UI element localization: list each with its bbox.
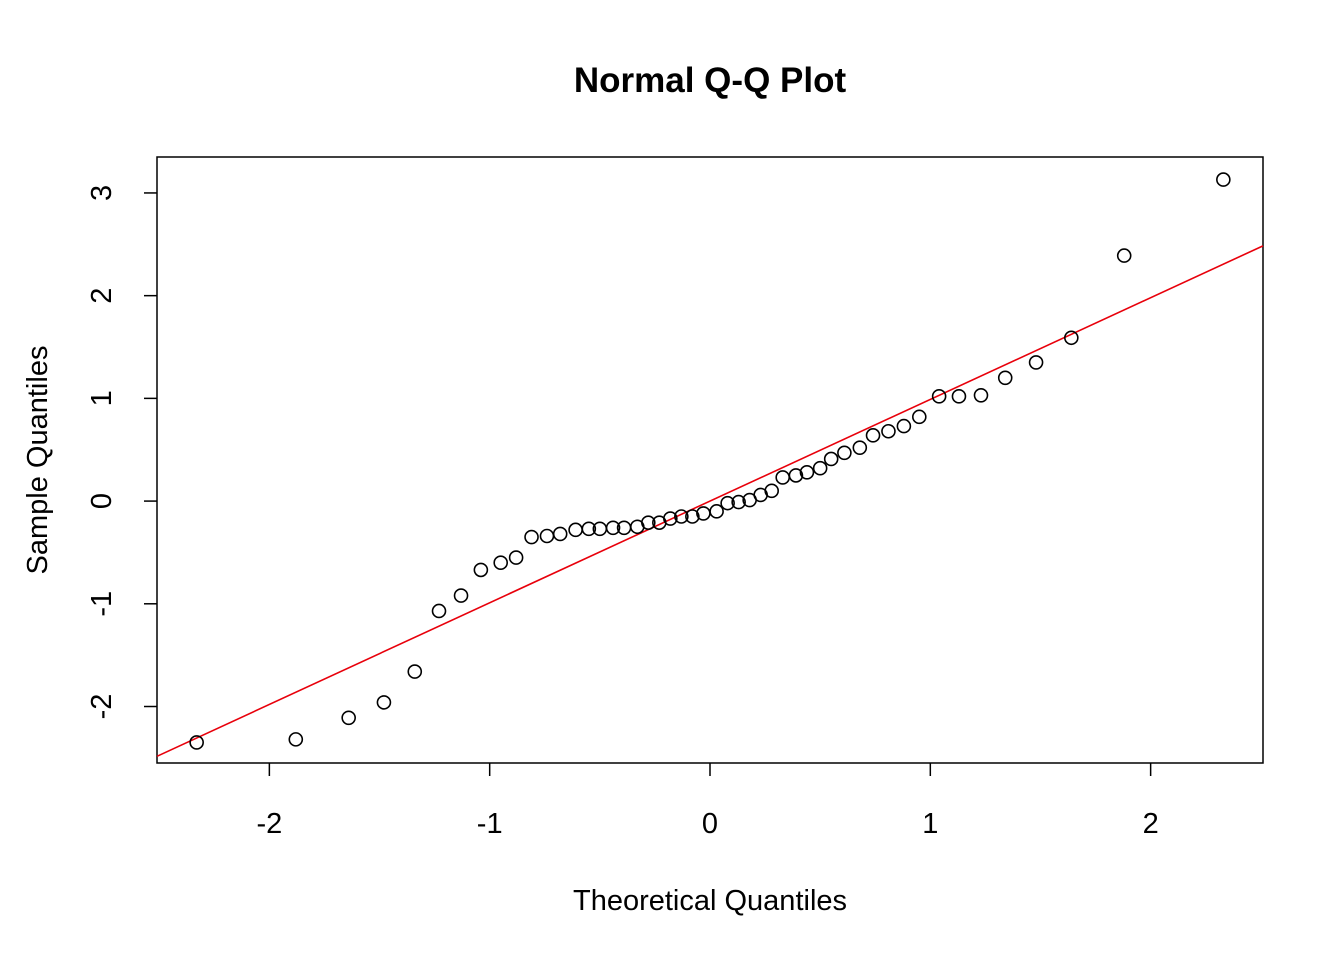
data-point-43	[931, 389, 947, 404]
data-point-36	[823, 451, 839, 467]
data-point-22	[663, 511, 678, 526]
data-point-31	[764, 483, 779, 499]
x-tick-label: 0	[702, 808, 718, 840]
data-point-50	[1216, 172, 1231, 187]
y-axis: -2 -1 0 1 2 3	[86, 185, 157, 720]
data-point-2	[288, 732, 304, 747]
chart-title: Normal Q-Q Plot	[574, 61, 847, 100]
data-point-41	[896, 418, 912, 434]
data-point-15	[581, 521, 597, 537]
data-point-12	[539, 528, 555, 544]
data-point-38	[852, 440, 868, 455]
data-point-48	[1064, 330, 1079, 346]
data-point-40	[881, 423, 896, 439]
y-tick-label: 2	[86, 288, 118, 304]
data-point-23	[674, 509, 689, 524]
data-point-11	[524, 529, 539, 545]
y-tick-label: 1	[86, 390, 118, 406]
data-point-39	[865, 428, 881, 443]
data-point-4	[376, 695, 392, 710]
data-point-6	[431, 603, 447, 619]
data-point-14	[568, 522, 583, 538]
data-point-24	[685, 509, 700, 524]
y-tick-label: 0	[86, 493, 118, 509]
plot-area	[156, 156, 1264, 764]
data-point-26	[709, 504, 724, 519]
data-point-33	[788, 468, 804, 483]
data-point-13	[552, 526, 568, 542]
data-point-37	[837, 445, 852, 461]
data-point-47	[1028, 355, 1044, 370]
reference-line	[156, 245, 1264, 758]
y-axis-label: Sample Quantiles	[22, 346, 54, 575]
y-tick-label: -1	[86, 591, 118, 617]
data-point-17	[605, 520, 621, 536]
x-tick-label: 2	[1143, 808, 1159, 840]
data-point-49	[1116, 248, 1132, 263]
data-point-7	[453, 588, 469, 603]
y-tick-label: 3	[86, 185, 118, 201]
data-point-3	[341, 710, 356, 726]
plot-frame	[156, 156, 1264, 764]
data-point-1	[189, 735, 204, 750]
reference-line-layer	[156, 245, 1264, 758]
data-point-46	[997, 370, 1013, 386]
y-tick-label: -2	[86, 694, 118, 720]
data-point-9	[493, 555, 508, 571]
data-point-5	[407, 664, 423, 679]
data-point-35	[812, 460, 828, 476]
x-tick-label: 1	[922, 808, 938, 840]
data-point-45	[973, 387, 989, 403]
data-point-32	[775, 470, 791, 485]
x-axis-label: Theoretical Quantiles	[573, 885, 847, 917]
data-point-20	[641, 515, 656, 530]
data-point-28	[731, 494, 746, 510]
data-point-8	[473, 562, 489, 578]
data-point-42	[912, 409, 927, 425]
x-tick-label: -1	[477, 808, 503, 840]
points-layer	[189, 172, 1231, 750]
data-point-10	[508, 550, 524, 565]
x-tick-label: -2	[256, 808, 282, 840]
data-point-34	[799, 465, 815, 480]
x-axis: -2 -1 0 1 2	[256, 763, 1159, 840]
data-point-44	[951, 389, 967, 404]
data-point-27	[720, 495, 735, 511]
